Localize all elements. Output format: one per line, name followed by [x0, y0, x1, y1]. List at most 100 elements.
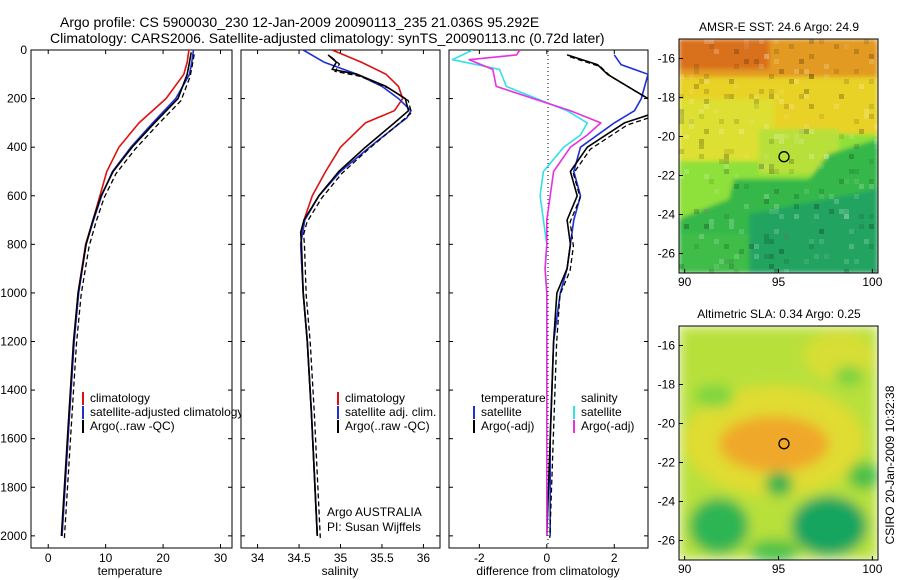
sst-pixel [679, 174, 684, 179]
sst-pixel [769, 139, 774, 144]
map-x-tick-label: 90 [678, 275, 692, 289]
sst-pixel [804, 124, 809, 129]
sst-pixel [844, 269, 849, 273]
sst-pixel [874, 269, 878, 273]
sst-pixel [844, 214, 849, 219]
x-tick-label: 2 [611, 551, 618, 565]
sst-pixel [789, 104, 794, 109]
sst-pixel [689, 119, 694, 124]
sst-pixel [699, 109, 704, 114]
series-line [468, 50, 602, 536]
sst-pixel [779, 214, 784, 219]
sst-pixel [824, 154, 829, 159]
sst-pixel [729, 79, 734, 84]
sst-pixel [859, 224, 864, 229]
x-tick-label: 30 [214, 551, 228, 565]
sst-pixel [699, 114, 704, 119]
sst-pixel [719, 119, 724, 124]
sst-pixel [699, 139, 704, 144]
sst-pixel [844, 179, 849, 184]
sst-pixel [849, 244, 854, 249]
x-tick-label: 0 [45, 551, 52, 565]
sst-pixel [689, 119, 694, 124]
sst-pixel [714, 239, 719, 244]
sst-pixel [854, 69, 859, 74]
sst-pixel [869, 54, 874, 59]
sst-pixel [774, 204, 779, 209]
sst-pixel [839, 134, 844, 139]
sst-pixel [784, 234, 789, 239]
sst-pixel [744, 204, 749, 209]
sst-pixel [769, 169, 774, 174]
sst-pixel [759, 64, 764, 69]
difference-lines [451, 50, 648, 538]
sst-pixel [844, 259, 849, 264]
sst-pixel [789, 79, 794, 84]
sst-pixel [794, 134, 799, 139]
sst-pixel [769, 209, 774, 214]
sst-pixel [764, 254, 769, 259]
series-line [299, 54, 410, 536]
sst-pixel [799, 129, 804, 134]
sst-pixel [704, 89, 709, 94]
sst-pixel [769, 239, 774, 244]
sst-pixel [844, 79, 849, 84]
sst-pixel [774, 169, 779, 174]
sst-pixel [704, 39, 709, 44]
sst-pixel [729, 94, 734, 99]
sst-pixel [779, 139, 784, 144]
sst-pixel [824, 154, 829, 159]
sst-pixel [704, 99, 709, 104]
difference-xlabel: difference from climatology [476, 564, 619, 578]
sst-pixel [799, 129, 804, 134]
sst-pixel [764, 164, 769, 169]
sst-pixel [754, 254, 759, 259]
sst-pixel [699, 154, 704, 159]
x-tick-label: 35 [334, 551, 348, 565]
sst-pixel [794, 194, 799, 199]
sst-pixel [724, 164, 729, 169]
y-tick-label: 1800 [0, 480, 27, 494]
sst-pixel [724, 94, 729, 99]
x-tick-label: 35.5 [370, 551, 394, 565]
sst-pixel [689, 99, 694, 104]
sst-pixel [699, 234, 704, 239]
sst-pixel [779, 89, 784, 94]
legend-climatology: climatology [345, 391, 405, 405]
sst-map-title: AMSR-E SST: 24.6 Argo: 24.9 [699, 20, 859, 34]
sst-pixel [869, 179, 874, 184]
temperature-lines [60, 50, 195, 538]
sst-pixel [689, 89, 694, 94]
difference-legend: temperature satellite Argo(-adj) salinit… [473, 391, 634, 433]
sst-pixel [794, 69, 799, 74]
map-y-tick-label: -22 [658, 456, 676, 470]
salinity-xlabel: salinity [322, 564, 359, 578]
sst-pixel [764, 239, 769, 244]
sst-pixel [859, 129, 864, 134]
side-timestamp: CSIRO 20-Jan-2009 10:32:38 [883, 385, 897, 544]
sst-pixel [854, 169, 859, 174]
sst-pixel [844, 44, 849, 49]
sst-pixel [799, 59, 804, 64]
legend-satellite-adjusted: satellite-adjusted climatology [90, 405, 243, 419]
sst-pixel [709, 44, 714, 49]
legend-argo: Argo(..raw -QC) [90, 419, 175, 433]
sst-pixel [699, 144, 704, 149]
sst-pixel [779, 69, 784, 74]
sst-pixel [679, 109, 684, 114]
sst-pixel [769, 89, 774, 94]
sst-pixel [734, 84, 739, 89]
sst-pixel [839, 94, 844, 99]
sst-pixel [794, 79, 799, 84]
sst-pixel [734, 49, 739, 54]
salinity-panel: 34 34.5 35 35.5 36 salinity climatology sate… [240, 49, 441, 578]
temperature-legend: climatology satellite-adjusted climatolo… [82, 391, 243, 433]
sst-pixel [834, 69, 839, 74]
series-line [549, 54, 648, 536]
sst-pixel [839, 209, 844, 214]
sst-pixel [709, 179, 714, 184]
sst-pixel [729, 264, 734, 269]
sst-pixel [744, 59, 749, 64]
sst-pixel [809, 39, 814, 44]
